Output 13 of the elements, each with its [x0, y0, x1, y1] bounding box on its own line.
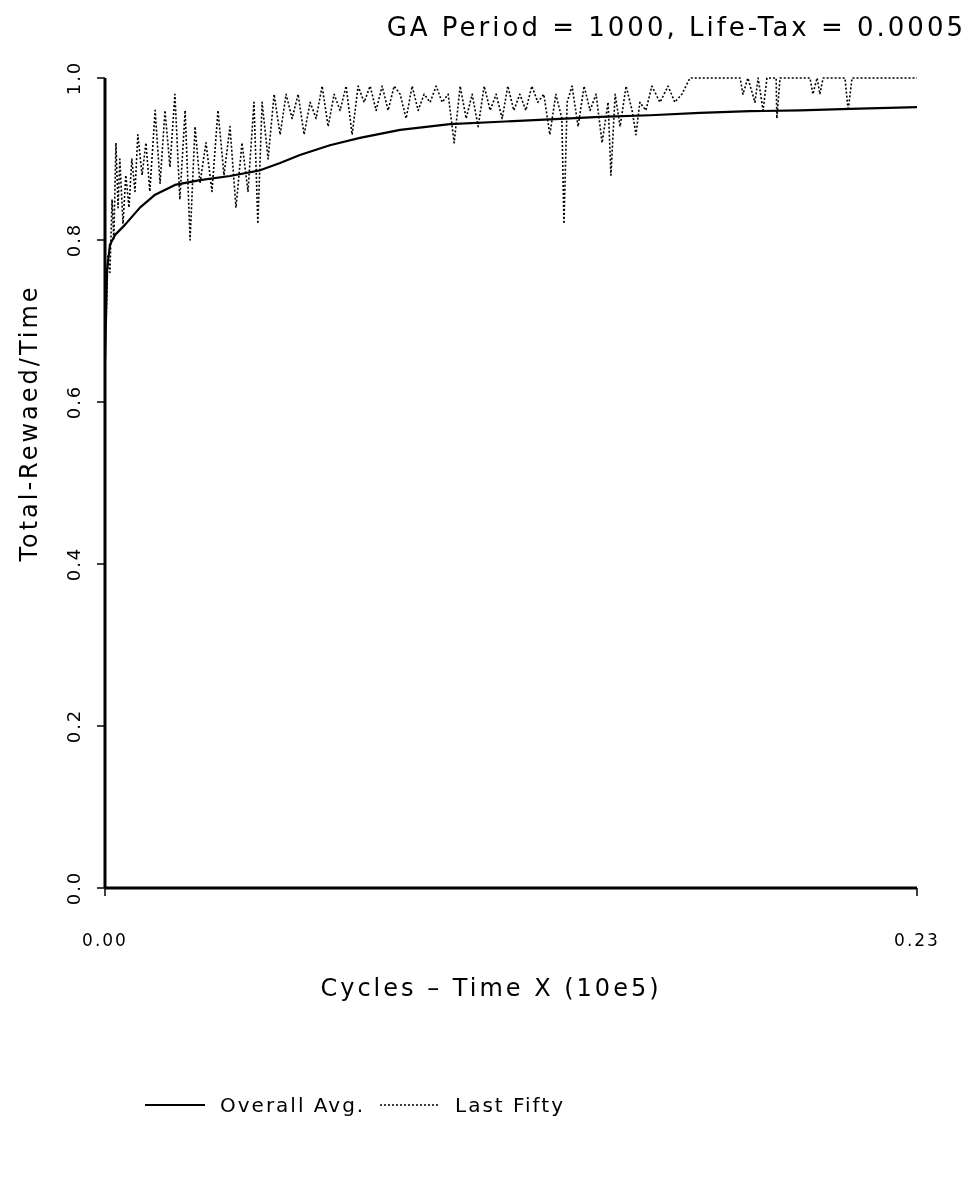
- y-tick-label: 0.0: [63, 870, 84, 906]
- legend-label: Overall Avg.: [220, 1093, 366, 1117]
- y-tick-label: 0.8: [63, 222, 84, 258]
- y-tick-label: 0.2: [63, 708, 84, 744]
- x-tick-label: 0.00: [82, 930, 128, 950]
- y-tick-label: 0.6: [63, 384, 84, 420]
- y-axis-title: Total-Rewaed/Time: [15, 284, 43, 563]
- x-axis-title: Cycles – Time X (10e5): [320, 974, 662, 1002]
- chart-title: GA Period = 1000, Life-Tax = 0.0005: [386, 12, 966, 42]
- y-tick-label: 0.4: [63, 546, 84, 582]
- y-tick-label: 1.0: [63, 60, 84, 96]
- legend-label: Last Fifty: [455, 1093, 565, 1117]
- x-tick-label: 0.23: [894, 930, 940, 950]
